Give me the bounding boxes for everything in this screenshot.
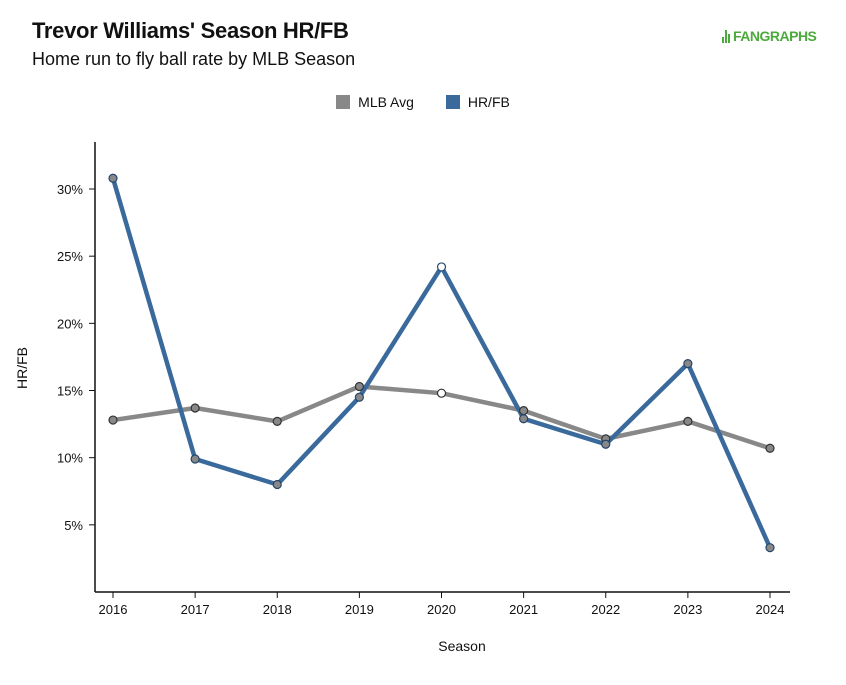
data-point-hr-fb[interactable]: [519, 414, 529, 424]
data-point-mlb-avg[interactable]: [765, 443, 775, 453]
x-tick: 2024: [756, 592, 785, 617]
y-tick-label: 20%: [57, 316, 83, 331]
data-point-mlb-avg[interactable]: [436, 388, 447, 398]
x-tick: 2022: [591, 592, 620, 617]
x-tick-label: 2022: [591, 602, 620, 617]
x-tick-label: 2016: [99, 602, 128, 617]
data-point-mlb-avg[interactable]: [190, 403, 200, 413]
y-tick-label: 15%: [57, 384, 83, 399]
y-tick: 15%: [57, 384, 95, 399]
series-line-hr-fb: [110, 176, 773, 550]
legend-item-mlb-avg[interactable]: MLB Avg: [336, 94, 414, 110]
x-tick: 2019: [345, 592, 374, 617]
y-tick: 25%: [57, 249, 95, 264]
data-point-hr-fb[interactable]: [765, 543, 775, 553]
y-tick: 30%: [57, 182, 95, 197]
x-tick: 2016: [99, 592, 128, 617]
y-tick: 10%: [57, 451, 95, 466]
y-tick-label: 5%: [64, 518, 83, 533]
legend-label-hr-fb: HR/FB: [467, 94, 510, 110]
x-tick: 2021: [509, 592, 538, 617]
x-tick: 2018: [263, 592, 292, 617]
data-point-hr-fb[interactable]: [601, 439, 611, 449]
legend-swatch-hr-fb: [445, 95, 460, 109]
axes: 5% 10% 15% 20% 25% 30% 2016 2017 2018 2019 2020 202…: [57, 142, 790, 617]
fangraphs-bars-icon: [722, 30, 731, 43]
x-axis-label: Season: [438, 638, 485, 654]
y-tick: 5%: [64, 518, 95, 533]
data-point-mlb-avg[interactable]: [354, 381, 364, 392]
chart-title: Trevor Williams' Season HR/FB: [32, 18, 349, 43]
data-point-hr-fb[interactable]: [354, 392, 364, 402]
legend-item-hr-fb[interactable]: HR/FB: [445, 94, 510, 110]
x-tick: 2017: [181, 592, 210, 617]
series-points: [108, 173, 775, 553]
data-point-hr-fb[interactable]: [108, 173, 118, 183]
legend-swatch-mlb-avg: [336, 95, 351, 109]
x-tick-label: 2023: [673, 602, 702, 617]
data-point-hr-fb[interactable]: [190, 454, 200, 464]
x-tick: 2023: [673, 592, 702, 617]
y-axis-label: HR/FB: [14, 347, 30, 389]
y-tick-label: 30%: [57, 182, 83, 197]
chart-subtitle: Home run to fly ball rate by MLB Season: [32, 49, 356, 69]
y-tick: 20%: [57, 316, 95, 331]
x-tick-label: 2021: [509, 602, 538, 617]
x-tick-label: 2017: [181, 602, 210, 617]
legend-label-mlb-avg: MLB Avg: [358, 94, 414, 110]
y-tick-label: 10%: [57, 451, 83, 466]
data-point-hr-fb[interactable]: [436, 262, 447, 272]
data-point-mlb-avg[interactable]: [519, 406, 529, 416]
x-tick-label: 2019: [345, 602, 374, 617]
brand-text: FANGRAPHS: [733, 28, 817, 44]
fangraphs-logo[interactable]: FANGRAPHS: [722, 28, 817, 44]
data-point-mlb-avg[interactable]: [272, 416, 282, 427]
data-point-mlb-avg[interactable]: [108, 415, 118, 425]
series-lines: [110, 176, 773, 550]
x-tick-label: 2018: [263, 602, 292, 617]
y-tick-label: 25%: [57, 249, 83, 264]
chart-legend: MLB Avg HR/FB: [0, 94, 846, 112]
x-tick-label: 2020: [427, 602, 456, 617]
x-tick: 2020: [427, 592, 456, 617]
x-tick-label: 2024: [756, 602, 785, 617]
data-point-hr-fb[interactable]: [683, 359, 693, 369]
data-point-mlb-avg[interactable]: [683, 416, 693, 427]
data-point-hr-fb[interactable]: [272, 479, 282, 490]
